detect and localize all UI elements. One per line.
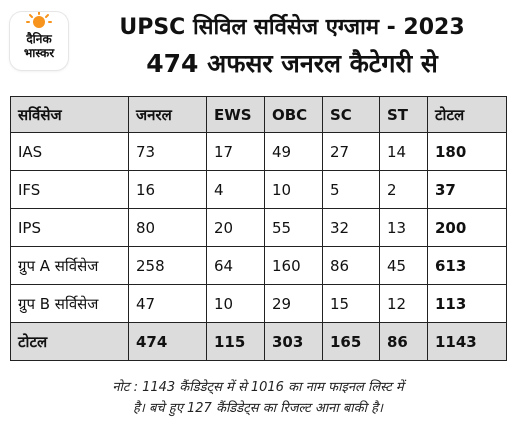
ews-cell: 17: [206, 132, 265, 171]
general-total-cell: 474: [128, 322, 207, 361]
title-line2: 474 अफसर जनरल कैटेगरी से: [146, 49, 438, 78]
service-name-cell: IPS: [10, 208, 129, 247]
sun-icon: [26, 12, 52, 28]
st-cell: 12: [379, 284, 428, 323]
column-header-total: टोटल: [427, 96, 507, 133]
footnote-line1: नोट : 1143 कैंडिडेट्स में से 1016 का नाम…: [112, 380, 404, 395]
sc-cell: 86: [322, 246, 380, 285]
table-total-row: टोटल 474 115 303 165 86 1143: [10, 322, 507, 361]
general-cell: 258: [128, 246, 207, 285]
column-header-obc: OBC: [264, 96, 323, 133]
st-total-cell: 86: [379, 322, 428, 361]
general-cell: 47: [128, 284, 207, 323]
services-category-table: सर्विसेज जनरल EWS OBC SC ST टोटल IAS 73 …: [10, 96, 507, 361]
row-total-cell: 200: [427, 208, 507, 247]
logo-text-line2: भास्कर: [23, 46, 55, 60]
title-line1: UPSC सिविल सर्विसेज एग्जाम - 2023: [119, 15, 465, 40]
column-header-ews: EWS: [206, 96, 265, 133]
column-header-services: सर्विसेज: [10, 96, 129, 133]
general-cell: 73: [128, 132, 207, 171]
table-row: IFS 16 4 10 5 2 37: [10, 170, 507, 209]
column-header-st: ST: [379, 96, 428, 133]
row-total-cell: 113: [427, 284, 507, 323]
sc-total-cell: 165: [322, 322, 380, 361]
general-cell: 80: [128, 208, 207, 247]
general-cell: 16: [128, 170, 207, 209]
ews-cell: 64: [206, 246, 265, 285]
column-header-sc: SC: [322, 96, 380, 133]
st-cell: 14: [379, 132, 428, 171]
ews-cell: 10: [206, 284, 265, 323]
sc-cell: 32: [322, 208, 380, 247]
table-row: ग्रुप B सर्विसेज 47 10 29 15 12 113: [10, 284, 507, 323]
column-header-general: जनरल: [128, 96, 207, 133]
total-label-cell: टोटल: [10, 322, 129, 361]
st-cell: 45: [379, 246, 428, 285]
service-name-cell: ग्रुप B सर्विसेज: [10, 284, 129, 323]
obc-cell: 49: [264, 132, 323, 171]
table-header-row: सर्विसेज जनरल EWS OBC SC ST टोटल: [10, 96, 507, 133]
footnote: नोट : 1143 कैंडिडेट्स में से 1016 का नाम…: [10, 377, 506, 419]
service-name-cell: ग्रुप A सर्विसेज: [10, 246, 129, 285]
row-total-cell: 37: [427, 170, 507, 209]
page-title: UPSC सिविल सर्विसेज एग्जाम - 2023 474 अफ…: [80, 14, 504, 80]
ews-cell: 4: [206, 170, 265, 209]
table-row: IAS 73 17 49 27 14 180: [10, 132, 507, 171]
ews-total-cell: 115: [206, 322, 265, 361]
table-row: ग्रुप A सर्विसेज 258 64 160 86 45 613: [10, 246, 507, 285]
row-total-cell: 180: [427, 132, 507, 171]
dainik-bhaskar-logo: दैनिक भास्कर: [10, 12, 68, 70]
service-name-cell: IFS: [10, 170, 129, 209]
st-cell: 13: [379, 208, 428, 247]
obc-total-cell: 303: [264, 322, 323, 361]
ews-cell: 20: [206, 208, 265, 247]
footnote-line2: है। बचे हुए 127 कैंडिडेट्स का रिजल्ट आना…: [133, 401, 383, 416]
obc-cell: 10: [264, 170, 323, 209]
st-cell: 2: [379, 170, 428, 209]
obc-cell: 29: [264, 284, 323, 323]
obc-cell: 55: [264, 208, 323, 247]
row-total-cell: 613: [427, 246, 507, 285]
sc-cell: 15: [322, 284, 380, 323]
sc-cell: 5: [322, 170, 380, 209]
table-row: IPS 80 20 55 32 13 200: [10, 208, 507, 247]
service-name-cell: IAS: [10, 132, 129, 171]
logo-text-line1: दैनिक: [26, 32, 52, 46]
grand-total-cell: 1143: [427, 322, 507, 361]
obc-cell: 160: [264, 246, 323, 285]
sc-cell: 27: [322, 132, 380, 171]
